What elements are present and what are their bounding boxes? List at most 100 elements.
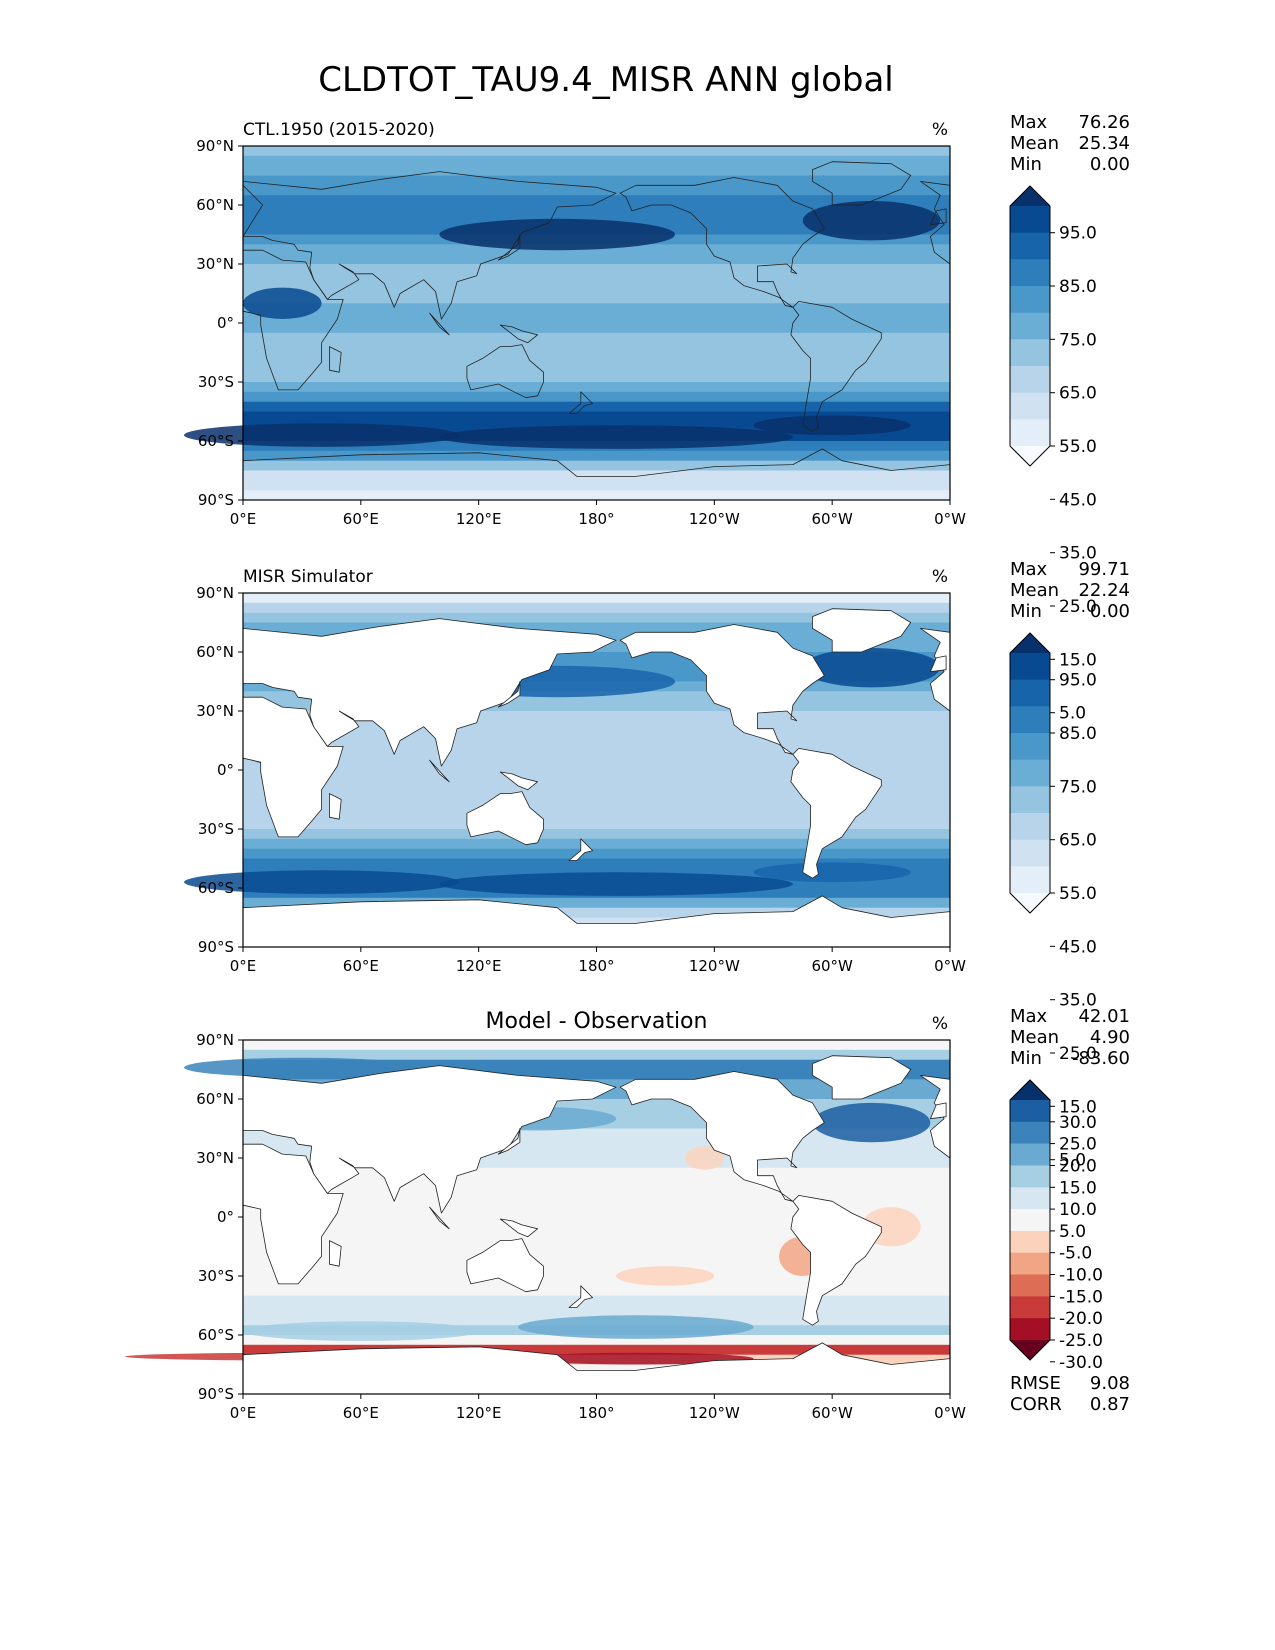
stat-label: Min bbox=[1010, 1048, 1042, 1069]
colorbar-swatch bbox=[1010, 1187, 1050, 1210]
field-band bbox=[243, 691, 950, 702]
coastline bbox=[812, 1055, 912, 1100]
field-band bbox=[243, 819, 950, 830]
colorbar-tick-label: 55.0 bbox=[1059, 437, 1097, 457]
colorbar-extend-min bbox=[1010, 893, 1050, 913]
y-tick-label: 90°S bbox=[198, 491, 234, 509]
field-band bbox=[243, 391, 950, 403]
y-tick-label: 60°N bbox=[196, 1090, 234, 1108]
field-band bbox=[243, 401, 950, 412]
field-band bbox=[243, 1276, 950, 1287]
colorbar-tick-label: 15.0 bbox=[1059, 1178, 1097, 1198]
colorbar-tick-label: -20.0 bbox=[1059, 1309, 1103, 1329]
field-band bbox=[243, 809, 950, 820]
extra-stats: RMSE 9.08 CORR 0.87 bbox=[1010, 1373, 1130, 1415]
field-band bbox=[243, 303, 950, 314]
colorbar-tick-label: 65.0 bbox=[1059, 831, 1097, 851]
colorbar-tick-label: 25.0 bbox=[1059, 1135, 1097, 1155]
map-panel-diff: Model - Observation % 0°E 60°E 120°E 180° 120°… bbox=[125, 1006, 1130, 1422]
field-band bbox=[243, 789, 950, 800]
y-tick-label: 0° bbox=[217, 314, 234, 332]
field-feature bbox=[439, 425, 793, 449]
field-band bbox=[243, 382, 950, 393]
x-tick-label: 120°E bbox=[456, 510, 502, 528]
x-tick-label: 0°E bbox=[230, 1404, 257, 1422]
colorbar-tick-label: 15.0 bbox=[1059, 1097, 1097, 1117]
stat-value: 25.34 bbox=[1078, 133, 1130, 154]
colorbar-tick-label: 35.0 bbox=[1059, 544, 1097, 564]
field-band bbox=[243, 195, 950, 206]
field-feature bbox=[184, 423, 460, 447]
coastline bbox=[930, 208, 947, 226]
coastline bbox=[930, 1102, 947, 1120]
field-band bbox=[243, 838, 950, 850]
colorbar-tick-label: -15.0 bbox=[1059, 1287, 1103, 1307]
field-band bbox=[243, 593, 950, 604]
x-tick-label: 0°W bbox=[934, 1404, 966, 1422]
colorbar-tick-label: 75.0 bbox=[1059, 777, 1097, 797]
colorbar-tick-label: 30.0 bbox=[1059, 1113, 1097, 1133]
colorbar-tick-label: 95.0 bbox=[1059, 224, 1097, 244]
y-tick-label: 0° bbox=[217, 1208, 234, 1226]
colorbar-swatch bbox=[1010, 733, 1050, 761]
field-band bbox=[243, 1295, 950, 1306]
colorbar-extend-max bbox=[1010, 633, 1050, 653]
colorbar-swatch bbox=[1010, 286, 1050, 314]
coastline bbox=[499, 324, 538, 344]
field-band bbox=[243, 1207, 950, 1218]
x-tick-label: 120°W bbox=[689, 957, 740, 975]
field-feature bbox=[439, 218, 675, 251]
colorbar-swatch bbox=[1010, 679, 1050, 707]
colorbar-swatch bbox=[1010, 259, 1050, 287]
field-band bbox=[243, 1266, 950, 1277]
stat-label: Mean bbox=[1010, 580, 1059, 601]
colorbar-swatch bbox=[1010, 206, 1050, 234]
colorbar-tick-label: 45.0 bbox=[1059, 937, 1097, 957]
field-band bbox=[243, 770, 950, 781]
panel-title: Model - Observation bbox=[486, 1009, 708, 1034]
colorbar-tick-label: 10.0 bbox=[1059, 1200, 1097, 1220]
x-tick-label: 60°E bbox=[343, 1404, 379, 1422]
x-tick-label: 180° bbox=[578, 957, 614, 975]
field-feature bbox=[184, 870, 460, 894]
field-band bbox=[243, 779, 950, 791]
coastline bbox=[499, 771, 538, 791]
field-band bbox=[243, 332, 950, 344]
field-band bbox=[243, 323, 950, 334]
coastline bbox=[497, 1128, 521, 1155]
stats-block: Max 42.01 Mean 4.90 Min -83.60 bbox=[1010, 1006, 1130, 1069]
field-feature bbox=[439, 872, 793, 896]
field-band bbox=[243, 907, 950, 918]
colorbar-swatch bbox=[1010, 366, 1050, 394]
colorbar-tick-label: 95.0 bbox=[1059, 671, 1097, 691]
coastline bbox=[619, 1071, 825, 1202]
colorbar-tick-label: 25.0 bbox=[1059, 597, 1097, 617]
field-feature bbox=[684, 1146, 725, 1170]
colorbar-tick-label: 85.0 bbox=[1059, 724, 1097, 744]
y-tick-label: 60°S bbox=[198, 1326, 234, 1344]
field-feature bbox=[802, 648, 941, 688]
colorbar-swatch bbox=[1010, 1230, 1050, 1254]
y-tick-label: 30°N bbox=[196, 702, 234, 720]
field-band bbox=[243, 829, 950, 840]
field-band bbox=[243, 1285, 950, 1297]
field-band bbox=[243, 760, 950, 771]
y-tick-label: 30°S bbox=[198, 820, 234, 838]
field-band bbox=[243, 740, 950, 751]
field-band bbox=[243, 372, 950, 383]
x-tick-label: 120°W bbox=[689, 1404, 740, 1422]
x-tick-label: 180° bbox=[578, 510, 614, 528]
x-tick-label: 0°W bbox=[934, 957, 966, 975]
map-field bbox=[125, 1040, 950, 1395]
field-band bbox=[243, 1364, 950, 1375]
colorbar-tick-label: 55.0 bbox=[1059, 884, 1097, 904]
field-feature bbox=[518, 1315, 754, 1339]
colorbar-swatch bbox=[1010, 1100, 1050, 1123]
map-panel-test: CTL.1950 (2015-2020) % 0°E 60°E 120°E 180° 120… bbox=[184, 112, 1130, 724]
field-band bbox=[243, 1344, 950, 1356]
field-feature bbox=[802, 201, 941, 241]
y-tick-label: 90°S bbox=[198, 1385, 234, 1403]
figure-title: CLDTOT_TAU9.4_MISR ANN global bbox=[318, 60, 894, 100]
colorbar-swatch bbox=[1010, 232, 1050, 260]
